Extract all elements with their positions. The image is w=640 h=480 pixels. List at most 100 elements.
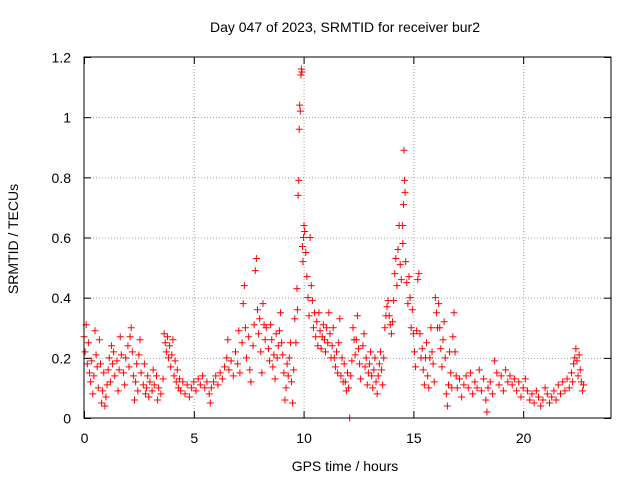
data-point: [569, 378, 577, 386]
data-point: [194, 375, 202, 383]
data-point: [554, 381, 562, 389]
data-point: [415, 270, 423, 278]
data-point: [249, 342, 257, 350]
data-point: [449, 333, 457, 341]
data-point: [462, 372, 470, 380]
data-point: [150, 381, 158, 389]
data-point: [455, 375, 463, 383]
data-point: [344, 369, 351, 377]
data-point: [329, 324, 337, 332]
y-tick-label: 1.2: [52, 50, 72, 66]
data-point: [438, 363, 446, 371]
data-point: [508, 381, 516, 389]
data-point: [398, 221, 406, 229]
data-point: [281, 396, 289, 404]
data-point: [201, 384, 209, 392]
axis-ticks: [84, 57, 611, 419]
data-point: [289, 399, 297, 407]
data-point: [102, 393, 110, 401]
data-point: [381, 324, 389, 332]
data-point: [190, 378, 198, 386]
data-point: [369, 384, 377, 392]
data-point: [328, 342, 336, 350]
data-point: [173, 366, 181, 374]
data-point: [149, 366, 157, 374]
data-point: [451, 348, 459, 356]
data-point: [567, 369, 575, 377]
data-point: [486, 378, 494, 386]
data-point: [216, 369, 224, 377]
data-point: [205, 390, 213, 398]
data-point: [515, 378, 523, 386]
data-point: [370, 366, 378, 374]
data-point: [378, 366, 386, 374]
data-point: [152, 372, 160, 380]
data-point: [85, 369, 93, 377]
data-point: [447, 369, 455, 377]
data-point: [390, 297, 398, 305]
data-point: [133, 360, 141, 368]
data-point: [273, 354, 281, 362]
data-point: [176, 375, 184, 383]
data-point: [352, 336, 360, 344]
data-point: [94, 384, 102, 392]
data-point: [442, 390, 450, 398]
data-point: [307, 282, 315, 290]
data-point: [563, 375, 571, 383]
data-point: [300, 234, 308, 241]
data-point: [445, 381, 453, 389]
x-tick-label: 20: [516, 430, 532, 446]
data-point: [335, 339, 343, 347]
y-axis-label: SRMTID / TECUs: [5, 184, 21, 294]
data-point: [491, 357, 499, 365]
data-point: [409, 330, 417, 338]
chart-title: Day 047 of 2023, SRMTID for receiver bur…: [210, 19, 480, 35]
data-point: [235, 327, 243, 335]
data-point: [134, 387, 142, 395]
data-point: [380, 354, 388, 362]
x-axis-label: GPS time / hours: [292, 458, 399, 474]
data-point: [301, 227, 309, 235]
data-point: [437, 345, 445, 353]
data-point: [495, 381, 503, 389]
data-point: [412, 363, 420, 371]
data-point: [95, 336, 103, 344]
data-point: [372, 378, 380, 386]
data-point: [298, 68, 306, 76]
data-point: [293, 285, 301, 293]
data-point: [185, 393, 193, 401]
data-point: [408, 306, 416, 314]
data-point: [574, 372, 582, 380]
data-point: [570, 360, 578, 368]
x-tick-label: 15: [406, 430, 422, 446]
data-point: [93, 363, 101, 371]
data-point: [385, 312, 393, 320]
x-tick-label: 5: [190, 430, 198, 446]
data-point: [236, 369, 244, 377]
data-point: [267, 321, 275, 329]
data-point: [127, 324, 135, 332]
y-tick-label: 0.6: [52, 230, 72, 246]
data-point: [107, 342, 115, 350]
data-point: [283, 360, 291, 368]
data-point: [391, 270, 399, 278]
data-point: [252, 255, 260, 263]
data-point: [513, 387, 521, 395]
data-point: [203, 378, 211, 386]
data-point: [225, 366, 233, 374]
data-point: [401, 188, 409, 196]
data-point: [306, 234, 314, 241]
data-point: [101, 402, 109, 410]
data-point: [163, 333, 171, 341]
data-point: [374, 372, 382, 380]
data-point: [105, 354, 113, 362]
data-point: [128, 348, 136, 356]
data-point: [274, 342, 282, 350]
data-point: [305, 312, 313, 320]
data-point: [396, 261, 404, 269]
data-point: [497, 372, 505, 380]
data-point: [441, 354, 449, 362]
data-point: [250, 321, 258, 329]
data-point: [290, 366, 298, 374]
data-point: [410, 348, 418, 356]
